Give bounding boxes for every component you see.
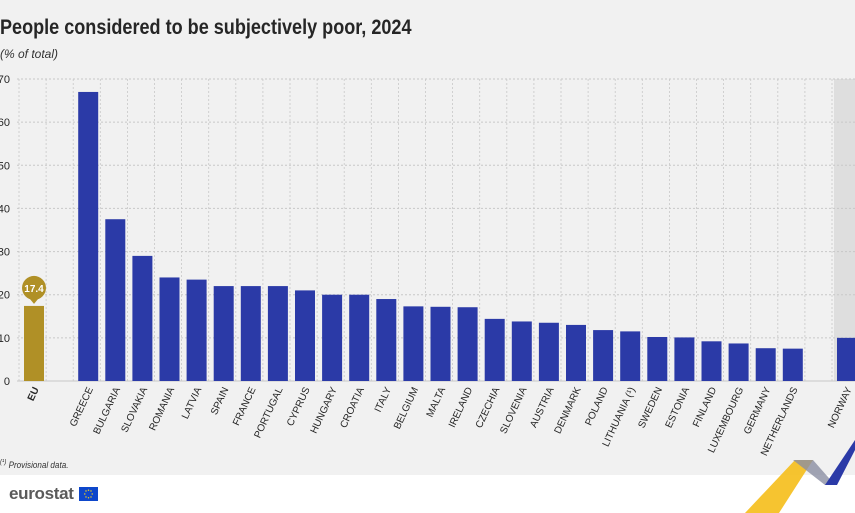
bar-denmark: [566, 324, 586, 381]
category-label: IRELAND: [447, 386, 475, 430]
category-label: PORTUGAL: [252, 385, 285, 440]
bar-czechia: [484, 318, 505, 381]
bar-finland: [701, 341, 722, 381]
category-label: SLOVAKIA: [120, 385, 151, 434]
category-label: MALTA: [425, 385, 449, 419]
bar-estonia: [674, 337, 695, 381]
category-label: FRANCE: [231, 385, 258, 427]
bar-eu: [24, 305, 44, 381]
category-label: GERMANY: [742, 385, 773, 436]
eurostat-wordmark: eurostat: [9, 484, 74, 503]
bar-bulgaria: [105, 219, 126, 381]
bar-germany: [755, 348, 776, 381]
bar-latvia: [186, 279, 207, 381]
bar-greece: [78, 91, 99, 381]
bar-chart: 0 10 20 30 40 50 60 70 EU GREECEBULGARIASLOVAKIAR…: [0, 74, 855, 458]
bar-netherlands: [782, 348, 803, 381]
footnote-mark: (¹): [0, 459, 7, 466]
decorative-chevron-graphic: [745, 440, 855, 513]
bar-sweden: [647, 336, 668, 381]
bar-hungary: [322, 294, 343, 381]
bar-malta: [430, 306, 451, 381]
category-label: DENMARK: [553, 385, 584, 435]
category-label: ROMANIA: [148, 385, 178, 432]
category-label: SPAIN: [209, 386, 231, 417]
category-label: BELGIUM: [392, 386, 421, 431]
y-tick-label: 20: [0, 290, 10, 302]
footnote: (¹) Provisional data.: [0, 459, 68, 470]
y-tick-label: 70: [0, 74, 10, 86]
bar-luxembourg: [728, 343, 749, 381]
category-label: ITALY: [373, 385, 394, 414]
category-label: NORWAY: [826, 385, 855, 430]
bar-france: [240, 286, 261, 381]
y-tick-label: 0: [4, 376, 10, 388]
y-tick-label: 60: [0, 117, 10, 129]
category-label: ESTONIA: [664, 385, 693, 430]
y-tick-label: 30: [0, 247, 10, 259]
bar-portugal: [267, 286, 288, 381]
category-label: BULGARIA: [92, 385, 123, 436]
eu-value-label: 17.4: [24, 284, 44, 295]
category-label: EU: [26, 386, 42, 403]
eurostat-logo: eurostat: [9, 484, 98, 504]
category-label: CROATIA: [338, 385, 367, 430]
y-tick-label: 40: [0, 203, 10, 215]
category-label: SWEDEN: [636, 386, 665, 430]
y-tick-label: 10: [0, 333, 10, 345]
chart-title: People considered to be subjectively poo…: [0, 16, 412, 39]
bar-croatia: [349, 294, 370, 381]
bar-norway: [837, 337, 855, 381]
bar-romania: [159, 277, 180, 381]
footnote-text: Provisional data.: [8, 460, 69, 470]
category-label: AUSTRIA: [528, 385, 556, 429]
bar-austria: [538, 322, 559, 381]
category-label: POLAND: [583, 386, 610, 428]
category-label: CZECHIA: [474, 385, 503, 430]
other-countries-band: [834, 79, 855, 381]
y-tick-label: 50: [0, 160, 10, 172]
category-label: SLOVENIA: [498, 385, 529, 435]
category-label: FINLAND: [691, 386, 719, 429]
category-label: CYPRUS: [285, 385, 313, 428]
eu-value-callout-pointer: [29, 297, 39, 304]
bar-spain: [213, 286, 234, 381]
bar-slovenia: [511, 321, 532, 381]
bar-lithuania: [620, 331, 641, 381]
bar-cyprus: [295, 290, 315, 381]
bar-poland: [593, 330, 614, 381]
bar-belgium: [403, 306, 424, 381]
bar-ireland: [457, 307, 478, 381]
chart-subtitle: (% of total): [0, 47, 59, 61]
bar-italy: [376, 299, 397, 381]
eu-flag-icon: [78, 487, 98, 501]
eu-value-callout: [22, 275, 46, 300]
category-label: GREECE: [68, 385, 96, 428]
category-label: HUNGARY: [309, 385, 340, 435]
category-label: LATVIA: [180, 385, 204, 421]
bar-slovakia: [132, 255, 153, 381]
